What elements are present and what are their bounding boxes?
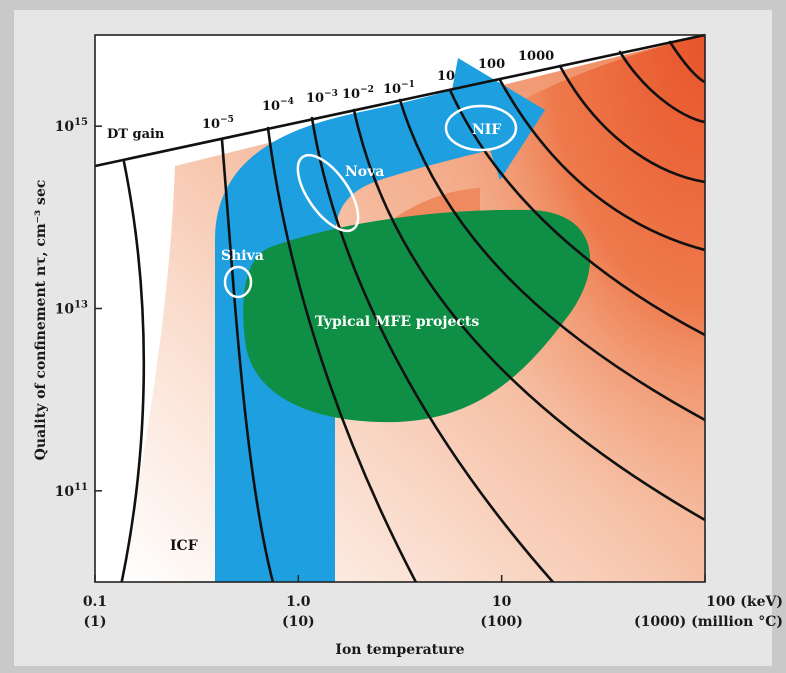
icf-arrow-region	[215, 58, 545, 582]
gain-contour	[310, 116, 555, 582]
dt-gain-label: 10−3	[306, 89, 338, 106]
gain-contour	[448, 88, 705, 337]
x-tick-label: 10	[492, 594, 512, 610]
dt-gain-label: 10−5	[202, 115, 234, 132]
x-tick-sublabel: (1)	[84, 614, 107, 630]
y-tick-label: 1011	[55, 482, 88, 500]
gain-contour	[558, 64, 705, 184]
y-tick-label: 1013	[55, 300, 88, 318]
dt-gain-line	[94, 33, 706, 168]
dt-gain-label: 1000	[518, 49, 554, 64]
nova-label: Nova	[345, 164, 384, 180]
x-axis-title: Ion temperature	[335, 642, 464, 658]
gain-contour	[220, 138, 275, 582]
x-tick-sublabel: (100)	[480, 614, 522, 630]
gain-contour	[266, 126, 418, 582]
y-axis-title: Quality of confinement nτ, cm⁻³ sec	[33, 180, 49, 461]
below-icf-white	[95, 160, 122, 582]
gain-contour	[498, 78, 705, 252]
dt-gain-label: 10−1	[383, 80, 415, 97]
x-tick-label: 0.1	[83, 594, 107, 610]
shiva-marker	[223, 265, 253, 299]
dt-gain-label: 10−4	[262, 97, 294, 114]
nif-marker	[444, 104, 518, 152]
gain-contour	[120, 160, 146, 582]
x-tick-label: 1.0	[286, 594, 311, 610]
x-tick-sublabel: (10)	[282, 614, 315, 630]
y-tick-label: 1015	[55, 117, 88, 135]
dt-gain-label: 10	[437, 69, 455, 84]
x-tick-sublabel: (1000) (million °C)	[634, 614, 783, 630]
dt-gain-label: 10−2	[342, 85, 374, 102]
gain-contour	[618, 50, 705, 124]
mfe-label: Typical MFE projects	[315, 314, 479, 330]
dt-gain-title: DT gain	[107, 127, 165, 142]
x-tick-label: 100 (keV)	[706, 594, 783, 610]
dt-gain-label: 100	[478, 57, 505, 72]
nif-label: NIF	[472, 122, 501, 138]
shiva-label: Shiva	[221, 248, 264, 264]
nova-marker	[296, 153, 360, 233]
gain-contour	[352, 108, 705, 522]
gain-contour	[398, 98, 705, 422]
icf-label: ICF	[170, 538, 198, 554]
gain-contour	[668, 40, 705, 84]
